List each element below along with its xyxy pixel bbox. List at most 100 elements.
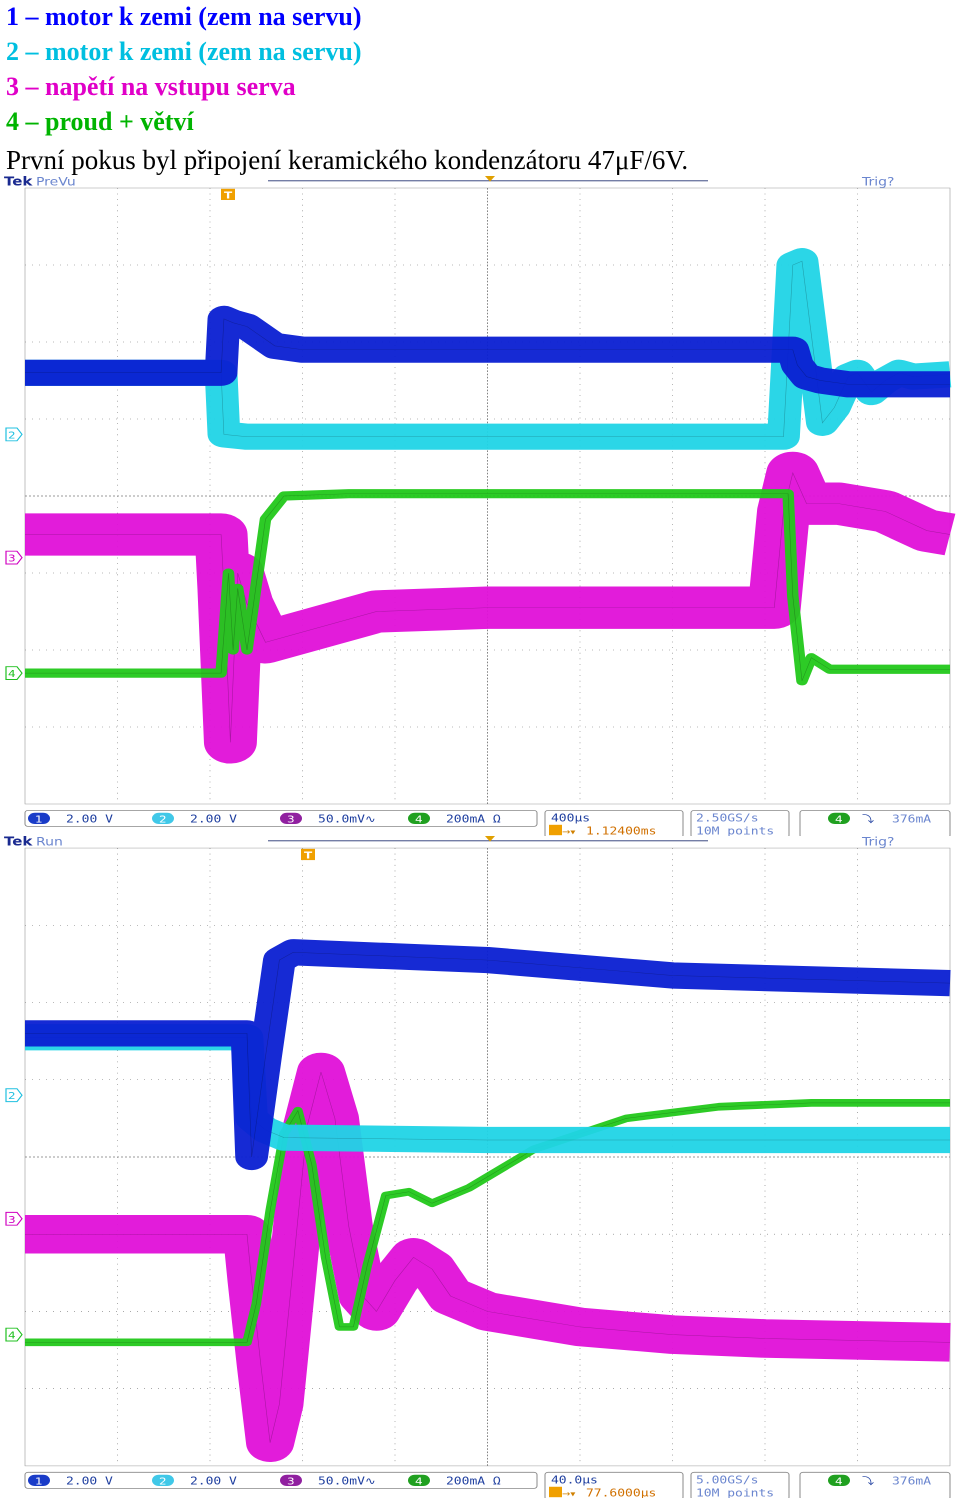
channel-badge [28, 1474, 50, 1486]
ch4-scale: 4 200mA Ω [408, 1475, 501, 1487]
channel-marker-label: 4 [8, 1330, 16, 1342]
channel-marker-label: 4 [8, 668, 16, 679]
trigger-marker-bg [301, 848, 315, 861]
ch3-trace [25, 1052, 951, 1463]
oscilloscope-screen-2: Tek Run Trig? 2 3 4 T 1 2.00 V 2 2.00 V 3 50.0mV∿ 4 20… [0, 832, 960, 1498]
position-marker-icon [549, 1486, 562, 1498]
caption: První pokus byl připojení keramického ko… [6, 145, 689, 175]
channel-scale-value: 2.00 V [190, 813, 237, 825]
channel-badge-label: 2 [159, 814, 167, 825]
position-value: 77.6000μs [586, 1487, 656, 1498]
tek-logo: Tek [4, 835, 33, 849]
scope-svg-2: Tek Run Trig? 2 3 4 T 1 2.00 V 2 2.00 V 3 50.0mV∿ 4 20… [4, 835, 951, 1498]
trigger-status: Trig? [861, 175, 895, 188]
channel-3-marker: 3 [5, 1211, 23, 1226]
trigger-marker: T [221, 188, 235, 201]
channel-badge-label: 4 [415, 814, 423, 825]
trigger-channel-label: 4 [835, 1476, 843, 1488]
scope-header: Tek PreVu Trig? [4, 175, 894, 189]
ch3-scale: 3 50.0mV∿ [280, 1475, 376, 1487]
channel-marker-shape [5, 1327, 23, 1342]
ch4-trace [25, 489, 950, 686]
channel-badge-label: 3 [287, 814, 295, 825]
channel-badge [152, 812, 174, 824]
channel-scale-value: 2.00 V [66, 1475, 113, 1487]
position-value: 1.12400ms [586, 825, 656, 836]
position-arrow-icon: →▾ [562, 828, 576, 836]
channel-badge-label: 1 [35, 814, 43, 825]
oscilloscope-screen-1: Tek PreVu Trig? 2 3 4 T 1 2.00 V 2 2.00 V 3 50.0mV∿ 4… [0, 172, 960, 836]
acquisition-status: PreVu [36, 175, 76, 188]
timebase-value: 40.0μs [551, 1474, 598, 1486]
ch1-scale: 1 2.00 V [28, 813, 113, 825]
channel-marker-label: 2 [8, 1090, 16, 1102]
status-bar: 1 2.00 V 2 2.00 V 3 50.0mV∿ 4 200mA Ω 40.0μs →▾ 77… [24, 1471, 951, 1498]
trigger-status: Trig? [861, 835, 895, 848]
channel-4-marker: 4 [5, 666, 23, 680]
channel-badge [152, 1474, 174, 1486]
trigger-position-icon [485, 176, 495, 182]
ch3-scale: 3 50.0mV∿ [280, 813, 376, 825]
trigger-marker-label: T [224, 190, 233, 201]
tek-logo: Tek [4, 175, 33, 189]
traces [25, 248, 956, 764]
ch3-trace [25, 451, 956, 764]
channel-badge-label: 3 [287, 1476, 295, 1488]
record-length-value: 10M points [696, 825, 774, 836]
trigger-channel-label: 4 [835, 814, 843, 825]
ch4-trace-edge [25, 493, 950, 681]
sample-rate-value: 5.00GS/s [696, 1474, 759, 1486]
channel-marker-shape [5, 427, 23, 442]
scope-content: Tek Run Trig? 2 3 4 T 1 2.00 V 2 2.00 V 3 50.0mV∿ 4 20… [4, 835, 951, 1498]
scope-header: Tek Run Trig? [4, 835, 894, 849]
graticule [24, 847, 951, 1467]
trigger-marker-label: T [304, 850, 313, 862]
timebase-box: 400μs →▾ 1.12400ms [544, 810, 684, 836]
channel-scale-value: 50.0mV∿ [318, 813, 376, 825]
sample-rate-value: 2.50GS/s [696, 812, 759, 824]
legend-line-2: 2 – motor k zemi (zem na servu) [6, 37, 362, 66]
channel-markers: 2 3 4 [5, 1088, 23, 1342]
sample-rate-frame [690, 1471, 790, 1498]
channel-2-marker: 2 [5, 427, 23, 442]
legend-line-3: 3 – napětí na vstupu serva [6, 72, 296, 101]
ch4-scale: 4 200mA Ω [408, 813, 501, 825]
channel-4-marker: 4 [5, 1327, 23, 1342]
ch1-trace [25, 939, 951, 1171]
channel-marker-shape [5, 666, 23, 680]
ch1-trace-edge [25, 318, 950, 385]
channel-scale-value: 200mA Ω [446, 1475, 501, 1487]
channel-badge [28, 812, 50, 824]
position-arrow-icon: →▾ [562, 1490, 576, 1498]
channel-marker-label: 3 [8, 553, 16, 564]
channel-scale-value: 50.0mV∿ [318, 1475, 376, 1487]
ch1-trace-edge [25, 952, 951, 1158]
channel-scale-value: 2.00 V [66, 813, 113, 825]
ch2-scale: 2 2.00 V [152, 813, 237, 825]
ch4-trace-edge [25, 1102, 950, 1343]
trigger-position-icon [485, 836, 495, 842]
timebase-frame [544, 810, 684, 836]
trigger-level-value: 376mA [892, 1475, 931, 1487]
trigger-channel-badge [828, 1474, 850, 1486]
ch4-trace [25, 1099, 950, 1347]
ch2-scale: 2 2.00 V [152, 1475, 237, 1487]
scope-svg-1: Tek PreVu Trig? 2 3 4 T 1 2.00 V 2 2.00 V 3 50.0mV∿ 4… [4, 175, 956, 836]
channel-marker-shape [5, 1211, 23, 1226]
channel-badge [280, 1474, 302, 1486]
channel-badge-label: 4 [415, 1476, 423, 1488]
trigger-marker-bg [221, 188, 235, 200]
record-length-value: 10M points [696, 1487, 774, 1498]
trigger-level-value: 376mA [892, 813, 931, 825]
traces [25, 939, 951, 1463]
channel-markers: 2 3 4 [5, 427, 23, 680]
channel-2-marker: 2 [5, 1088, 23, 1103]
channel-marker-shape [5, 1088, 23, 1103]
timebase-frame [544, 1471, 684, 1498]
position-marker-icon [549, 824, 562, 836]
falling-edge-icon: ⤵ [862, 1476, 874, 1488]
scope-content: Tek PreVu Trig? 2 3 4 T 1 2.00 V 2 2.00 V 3 50.0mV∿ 4… [4, 175, 956, 836]
channel-scale-value: 2.00 V [190, 1475, 237, 1487]
